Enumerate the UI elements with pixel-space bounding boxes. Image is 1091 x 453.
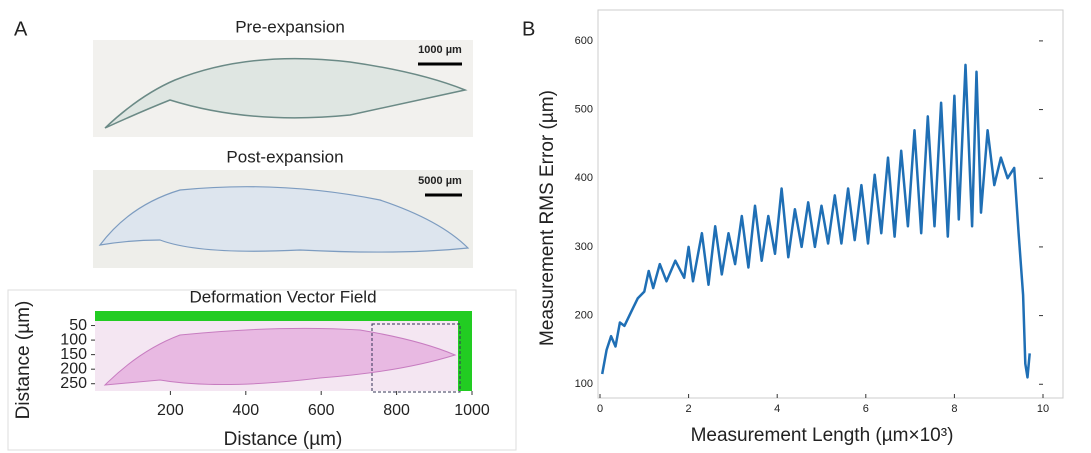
x-tick-label: 10 [1037, 403, 1049, 415]
x-tick-label: 800 [383, 402, 410, 419]
y-tick-label: 50 [69, 317, 87, 334]
image-title: Pre-expansion [235, 17, 345, 36]
y-tick-label: 250 [60, 375, 87, 392]
scale-bar-label: 5000 µm [418, 175, 462, 187]
tissue [103, 327, 457, 386]
x-tick-label: 6 [863, 403, 869, 415]
panel-label: B [522, 18, 535, 40]
roi-box [371, 323, 461, 393]
x-tick-label: 4 [774, 403, 780, 415]
scale-bar-label: 1000 µm [418, 44, 462, 56]
panel-label: A [14, 18, 28, 40]
x-tick-label: 1000 [454, 402, 490, 419]
x-axis-label: Distance (µm) [224, 429, 343, 450]
y-axis-label: Distance (µm) [13, 301, 34, 420]
chart-title: Deformation Vector Field [189, 287, 376, 306]
series-line [600, 63, 1031, 379]
plot-frame [597, 9, 1064, 399]
x-tick-label: 2 [686, 403, 692, 415]
x-tick-label: 600 [308, 402, 335, 419]
y-tick-label: 600 [575, 35, 593, 47]
y-tick-label: 100 [60, 331, 87, 348]
x-axis-label: Measurement Length (µm×10³) [691, 425, 954, 446]
x-tick-label: 400 [232, 402, 259, 419]
y-tick-label: 400 [575, 172, 593, 184]
x-tick-label: 8 [951, 403, 957, 415]
y-tick-label: 200 [575, 309, 593, 321]
tissue [104, 57, 468, 129]
field-edge [458, 311, 472, 391]
y-tick-label: 500 [575, 103, 593, 115]
x-tick-label: 0 [597, 403, 603, 415]
y-tick-label: 100 [575, 378, 593, 390]
tissue [98, 186, 470, 253]
y-tick-label: 300 [575, 241, 593, 253]
panel-frame [7, 289, 517, 451]
y-tick-label: 150 [60, 346, 87, 363]
y-tick-label: 200 [60, 360, 87, 377]
image-title: Post-expansion [226, 147, 343, 166]
field-edge [95, 311, 472, 321]
x-tick-label: 200 [157, 402, 184, 419]
y-axis-label: Measurement RMS Error (µm) [537, 90, 558, 346]
